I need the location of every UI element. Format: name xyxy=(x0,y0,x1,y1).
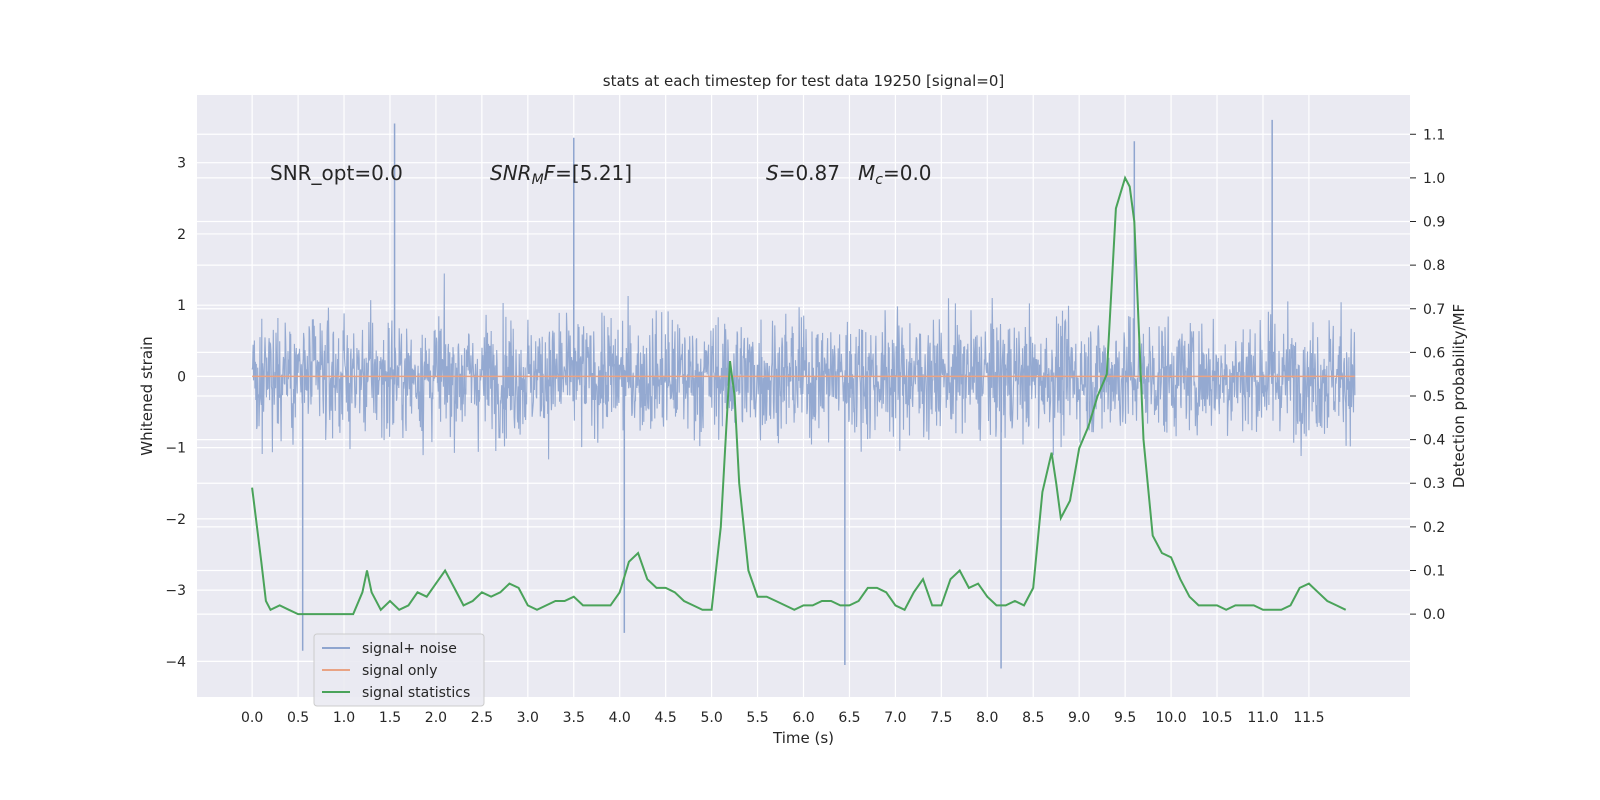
x-tick-label: 4.0 xyxy=(609,710,631,726)
x-tick-label: 2.5 xyxy=(471,710,493,726)
x-tick-label: 4.5 xyxy=(655,710,677,726)
x-tick-label: 1.0 xyxy=(333,710,355,726)
x-axis-label: Time (s) xyxy=(772,729,834,747)
y-left-tick-label: −4 xyxy=(165,654,186,670)
annotation-mc-subscript: c xyxy=(875,172,883,188)
annotation-snr-mf-value: =[5.21] xyxy=(555,161,632,185)
x-tick-label: 6.0 xyxy=(792,710,814,726)
y-right-tick-label: 0.0 xyxy=(1423,607,1445,623)
annotation-mc-symbol: M xyxy=(858,161,875,185)
signal-noise-line xyxy=(251,273,1356,460)
x-tick-label: 5.5 xyxy=(746,710,768,726)
x-tick-label: 9.0 xyxy=(1068,710,1090,726)
x-tick-label: 0.0 xyxy=(241,710,263,726)
chart-title: stats at each timestep for test data 192… xyxy=(603,72,1004,90)
y-right-tick-label: 0.1 xyxy=(1423,563,1445,579)
x-tick-label: 8.0 xyxy=(976,710,998,726)
x-tick-label: 3.0 xyxy=(517,710,539,726)
y-left-tick-label: 2 xyxy=(177,227,186,243)
y-right-tick-label: 0.5 xyxy=(1423,389,1445,405)
y-left-tick-label: 0 xyxy=(177,369,186,385)
grid xyxy=(197,95,1410,697)
series-signal-statistics xyxy=(251,175,1347,616)
legend: signal+ noise signal only signal statistic… xyxy=(313,633,485,707)
x-tick-label: 5.0 xyxy=(700,710,722,726)
y-right-tick-label: 0.3 xyxy=(1423,476,1445,492)
x-tick-label: 3.5 xyxy=(563,710,585,726)
x-tick-label: 7.5 xyxy=(930,710,952,726)
x-tick-label: 10.0 xyxy=(1155,710,1186,726)
y-right-tick-label: 0.2 xyxy=(1423,520,1445,536)
x-tick-label: 6.5 xyxy=(838,710,860,726)
annotation-snr-mf: SNRMF=[5.21] xyxy=(490,161,632,188)
x-tick-label: 9.5 xyxy=(1114,710,1136,726)
y-left-axis-label: Whitened strain xyxy=(138,336,156,455)
y-left-tick-label: 1 xyxy=(177,298,186,314)
annotation-mc: Mc=0.0 xyxy=(858,161,932,188)
y-left-tick-label: 3 xyxy=(177,156,186,172)
y-right-tick-labels: 0.0 0.1 0.2 0.3 0.4 0.5 0.6 0.7 0.8 0.9 1.0 1.1 xyxy=(1410,127,1445,623)
series-signal-noise xyxy=(251,119,1356,669)
y-right-axis-label: Detection probability/MF xyxy=(1450,304,1468,488)
x-tick-labels: 0.0 0.5 1.0 1.5 2.0 2.5 3.0 3.5 4.0 4.5 5.0 5.5 6.0 6… xyxy=(241,710,1324,726)
y-right-tick-label: 1.0 xyxy=(1423,171,1445,187)
annotation-s: S=0.87 xyxy=(766,161,840,185)
x-tick-label: 11.0 xyxy=(1247,710,1278,726)
y-right-tick-label: 0.4 xyxy=(1423,433,1445,449)
legend-label: signal statistics xyxy=(362,685,470,701)
annotation-snr-mf-subscript: M xyxy=(532,172,544,188)
annotation-snr-opt: SNR_opt=0.0 xyxy=(270,161,403,185)
annotation-s-symbol: S xyxy=(766,161,779,185)
x-tick-label: 11.5 xyxy=(1293,710,1324,726)
y-left-tick-label: −3 xyxy=(165,583,186,599)
y-right-tick-label: 0.6 xyxy=(1423,345,1445,361)
annotation-mc-value: =0.0 xyxy=(883,161,932,185)
x-tick-label: 1.5 xyxy=(379,710,401,726)
x-tick-label: 2.0 xyxy=(425,710,447,726)
x-tick-label: 7.0 xyxy=(884,710,906,726)
y-left-tick-label: −2 xyxy=(165,512,186,528)
legend-label: signal+ noise xyxy=(362,641,457,657)
legend-box xyxy=(313,633,485,707)
y-left-tick-label: −1 xyxy=(165,441,186,457)
legend-label: signal only xyxy=(362,663,437,679)
x-tick-label: 10.5 xyxy=(1201,710,1232,726)
annotation-s-value: =0.87 xyxy=(779,161,840,185)
annotation-snr-mf-symbol: SNR xyxy=(490,161,532,185)
y-right-tick-label: 0.7 xyxy=(1423,302,1445,318)
y-right-tick-label: 0.9 xyxy=(1423,215,1445,231)
annotation-snr-mf-f: F xyxy=(544,161,556,185)
y-left-tick-labels: −4 −3 −2 −1 0 1 2 3 xyxy=(165,156,186,671)
x-tick-label: 8.5 xyxy=(1022,710,1044,726)
x-tick-label: 0.5 xyxy=(287,710,309,726)
y-right-tick-label: 0.8 xyxy=(1423,258,1445,274)
y-right-tick-label: 1.1 xyxy=(1423,127,1445,143)
signal-statistics-line xyxy=(251,175,1347,616)
